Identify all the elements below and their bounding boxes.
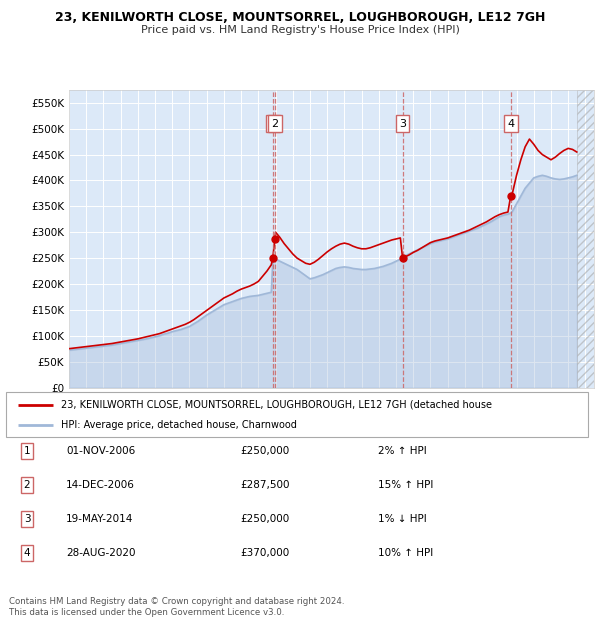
Text: 14-DEC-2006: 14-DEC-2006 — [66, 480, 135, 490]
Text: 3: 3 — [23, 514, 31, 524]
Text: 23, KENILWORTH CLOSE, MOUNTSORREL, LOUGHBOROUGH, LE12 7GH (detached house: 23, KENILWORTH CLOSE, MOUNTSORREL, LOUGH… — [61, 399, 492, 410]
Text: 1: 1 — [23, 446, 31, 456]
Text: £250,000: £250,000 — [240, 514, 289, 524]
Text: Contains HM Land Registry data © Crown copyright and database right 2024.
This d: Contains HM Land Registry data © Crown c… — [9, 598, 344, 617]
Text: 2% ↑ HPI: 2% ↑ HPI — [378, 446, 427, 456]
Text: Price paid vs. HM Land Registry's House Price Index (HPI): Price paid vs. HM Land Registry's House … — [140, 25, 460, 35]
Bar — [577, 90, 594, 387]
Text: 3: 3 — [399, 118, 406, 128]
Text: 15% ↑ HPI: 15% ↑ HPI — [378, 480, 433, 490]
Text: HPI: Average price, detached house, Charnwood: HPI: Average price, detached house, Char… — [61, 420, 297, 430]
Text: 4: 4 — [507, 118, 514, 128]
Text: £370,000: £370,000 — [240, 548, 289, 558]
Text: £250,000: £250,000 — [240, 446, 289, 456]
FancyBboxPatch shape — [6, 392, 588, 437]
Text: 10% ↑ HPI: 10% ↑ HPI — [378, 548, 433, 558]
Text: 1: 1 — [269, 118, 277, 128]
Text: 28-AUG-2020: 28-AUG-2020 — [66, 548, 136, 558]
Text: 2: 2 — [271, 118, 278, 128]
Text: 19-MAY-2014: 19-MAY-2014 — [66, 514, 133, 524]
Text: £287,500: £287,500 — [240, 480, 290, 490]
Text: 23, KENILWORTH CLOSE, MOUNTSORREL, LOUGHBOROUGH, LE12 7GH: 23, KENILWORTH CLOSE, MOUNTSORREL, LOUGH… — [55, 11, 545, 24]
Text: 4: 4 — [23, 548, 31, 558]
Text: 1% ↓ HPI: 1% ↓ HPI — [378, 514, 427, 524]
Text: 01-NOV-2006: 01-NOV-2006 — [66, 446, 135, 456]
Text: 2: 2 — [23, 480, 31, 490]
